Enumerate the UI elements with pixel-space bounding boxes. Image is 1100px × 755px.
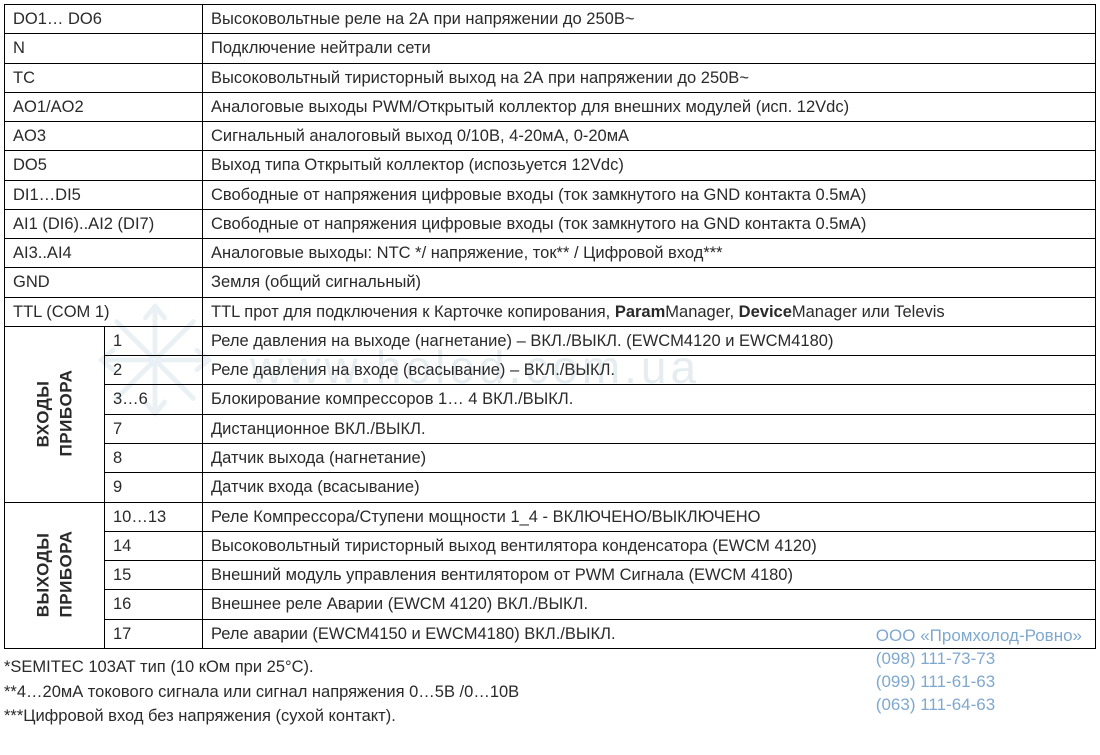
footnote-1: *SEMITEC 103AT тип (10 кОм при 25°С). [4, 655, 1096, 680]
terminal-desc: Подключение нейтрали сети [203, 34, 1096, 63]
io-desc: Дистанционное ВКЛ./ВЫКЛ. [203, 414, 1096, 443]
terminal-key: DI1…DI5 [5, 180, 203, 209]
terminal-key: AI1 (DI6)..AI2 (DI7) [5, 209, 203, 238]
terminal-key: DO1… DO6 [5, 5, 203, 34]
terminal-key: AI3..AI4 [5, 239, 203, 268]
io-desc: Внешний модуль управления вентилятором о… [203, 561, 1096, 590]
io-number: 15 [105, 561, 203, 590]
io-desc: Реле аварии (EWCM4150 и EWCM4180) ВКЛ./В… [203, 619, 1096, 648]
terminal-key: TC [5, 63, 203, 92]
terminal-desc: Земля (общий сигнальный) [203, 268, 1096, 297]
footnote-3: ***Цифровой вход без напряжения (сухой к… [4, 704, 1096, 729]
io-number: 2 [105, 356, 203, 385]
io-desc: Реле давления на входе (всасывание) – ВК… [203, 356, 1096, 385]
io-desc: Внешнее реле Аварии (EWCM 4120) ВКЛ./ВЫК… [203, 590, 1096, 619]
io-number: 14 [105, 531, 203, 560]
terminal-key: N [5, 34, 203, 63]
io-number: 7 [105, 414, 203, 443]
io-desc: Блокирование компрессоров 1… 4 ВКЛ./ВЫКЛ… [203, 385, 1096, 414]
terminal-desc: Свободные от напряжения цифровые входы (… [203, 180, 1096, 209]
io-desc: Датчик входа (всасывание) [203, 473, 1096, 502]
terminal-key: TTL (COM 1) [5, 297, 203, 326]
io-desc: Высоковольтный тиристорный выход вентиля… [203, 531, 1096, 560]
terminal-desc: Свободные от напряжения цифровые входы (… [203, 209, 1096, 238]
io-number: 16 [105, 590, 203, 619]
io-number: 1 [105, 326, 203, 355]
io-number: 10…13 [105, 502, 203, 531]
terminal-desc: Аналоговые выходы: NTC */ напряжение, то… [203, 239, 1096, 268]
io-number: 3…6 [105, 385, 203, 414]
footnote-2: **4…20мА токового сигнала или сигнал нап… [4, 680, 1096, 705]
terminal-key: AO1/AO2 [5, 92, 203, 121]
inputs-group-header: ВХОДЫПРИБОРА [5, 326, 105, 502]
io-number: 9 [105, 473, 203, 502]
terminal-desc: Высоковольтные реле на 2А при напряжении… [203, 5, 1096, 34]
terminal-desc: Сигнальный аналоговый выход 0/10В, 4-20м… [203, 122, 1096, 151]
terminal-desc: Высоковольтный тиристорный выход на 2А п… [203, 63, 1096, 92]
outputs-group-header: ВЫХОДЫПРИБОРА [5, 502, 105, 648]
io-desc: Реле Компрессора/Ступени мощности 1_4 - … [203, 502, 1096, 531]
terminal-desc: TTL прот для подключения к Карточке копи… [203, 297, 1096, 326]
terminal-key: AO3 [5, 122, 203, 151]
io-desc: Реле давления на выходе (нагнетание) – В… [203, 326, 1096, 355]
terminals-spec-table: DO1… DO6Высоковольтные реле на 2А при на… [4, 4, 1096, 649]
io-number: 8 [105, 443, 203, 472]
terminal-key: GND [5, 268, 203, 297]
terminal-desc: Выход типа Открытый коллектор (испозьует… [203, 151, 1096, 180]
io-number: 17 [105, 619, 203, 648]
footnotes: *SEMITEC 103AT тип (10 кОм при 25°С). **… [4, 655, 1096, 729]
terminal-desc: Аналоговые выходы PWM/Открытый коллектор… [203, 92, 1096, 121]
io-desc: Датчик выхода (нагнетание) [203, 443, 1096, 472]
terminal-key: DO5 [5, 151, 203, 180]
